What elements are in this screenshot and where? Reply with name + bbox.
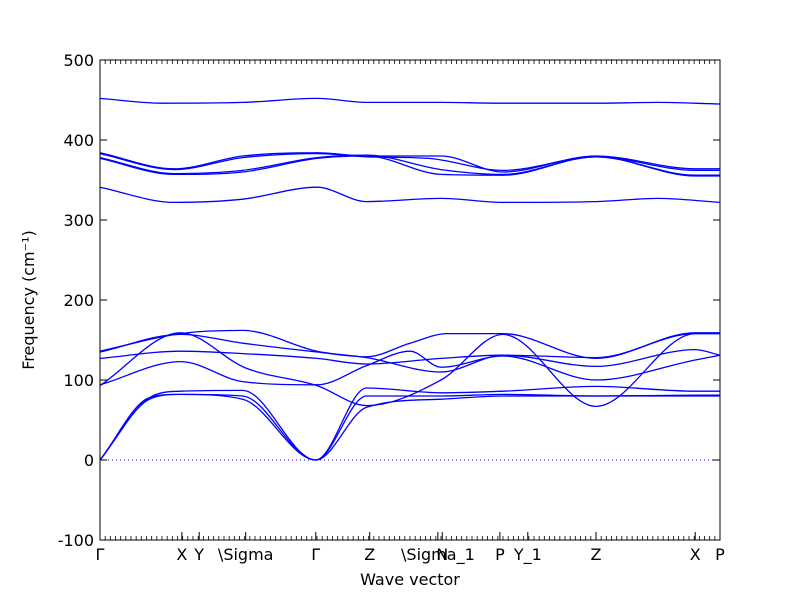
x-tick-label: Y: [193, 545, 204, 564]
plot-area: [99, 97, 721, 461]
x-tick-label: \Sigma: [218, 545, 274, 564]
x-tick-label: Y_1: [513, 545, 542, 565]
y-tick-label: 0: [84, 451, 94, 470]
band-line-11: [99, 332, 720, 408]
band-line-6: [99, 186, 721, 204]
y-tick-label: 100: [63, 371, 94, 390]
x-tick-label: Γ: [96, 545, 105, 564]
y-axis-label: Frequency (cm⁻¹): [19, 230, 38, 369]
band-line-12: [99, 385, 720, 461]
plot-frame: [99, 59, 721, 541]
x-tick-label: X: [176, 545, 187, 564]
x-tick-label: N: [436, 545, 448, 564]
x-tick-label: Z: [591, 545, 602, 564]
band-line-3: [99, 152, 720, 172]
y-tick-label: 500: [63, 51, 94, 70]
y-tick-label: 300: [63, 211, 94, 230]
y-tick-label: 400: [63, 131, 94, 150]
x-tick-label: P: [495, 545, 505, 564]
y-tick-label: 200: [63, 291, 94, 310]
x-tick-label: Z: [364, 545, 375, 564]
x-tick-label: X: [690, 545, 701, 564]
band-line-1: [99, 97, 721, 105]
x-axis-label: Wave vector: [360, 570, 460, 589]
band-line-8: [99, 332, 720, 360]
band-line-5: [99, 155, 720, 177]
band-line-9: [99, 348, 721, 368]
x-tick-label: Γ: [311, 545, 320, 564]
y-tick-label: -100: [58, 531, 94, 550]
x-tick-label: P: [715, 545, 725, 564]
band-line-2: [99, 152, 720, 173]
x-tick-label: \Sigma_1: [401, 545, 475, 565]
band-line-10: [99, 350, 721, 386]
band-line-14: [99, 393, 720, 461]
